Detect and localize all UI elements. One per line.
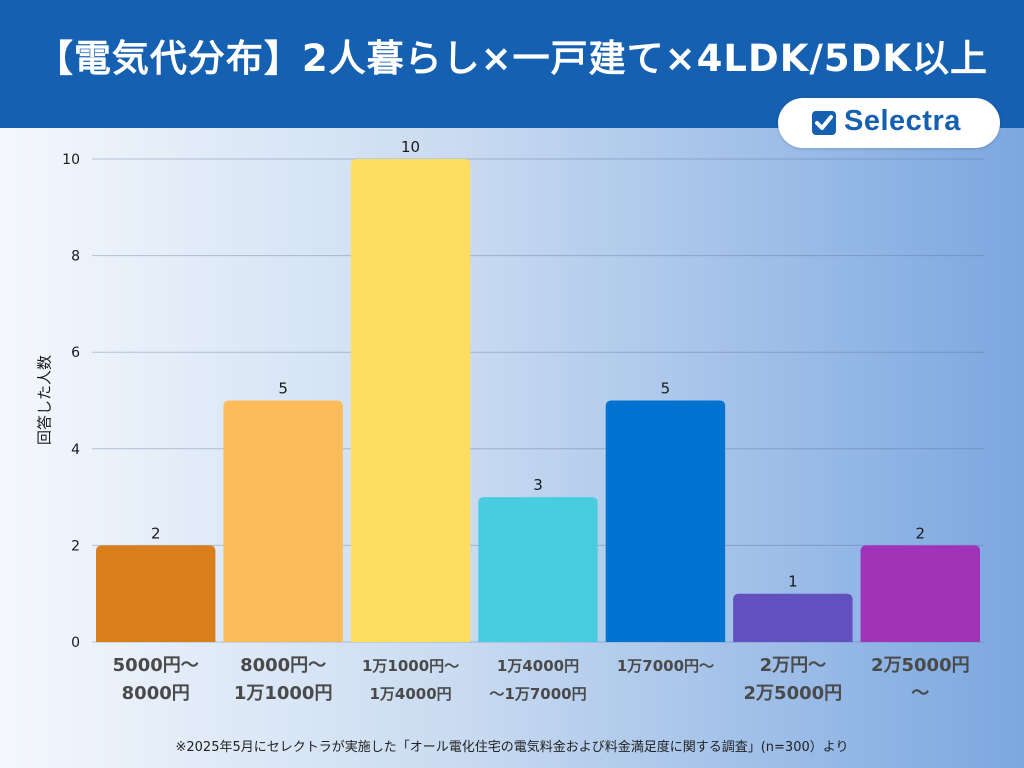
x-tick-label: 〜1万7000円 xyxy=(489,685,586,703)
x-tick-label: 〜 xyxy=(911,683,929,704)
x-tick-label: 8000円〜 xyxy=(240,655,326,676)
y-tick-label: 0 xyxy=(71,635,80,651)
data-label: 2 xyxy=(151,524,161,542)
y-tick-label: 8 xyxy=(71,249,80,265)
x-tick-label: 8000円 xyxy=(122,683,190,704)
x-tick-label: 1万4000円 xyxy=(369,685,451,703)
x-tick-label: 1万4000円 xyxy=(497,657,579,675)
x-tick-label: 2万5000円 xyxy=(871,655,970,676)
bar xyxy=(96,545,216,642)
y-tick-label: 10 xyxy=(62,152,80,168)
x-tick-label: 1万1000円 xyxy=(234,683,333,704)
footnote: ※2025年5月にセレクトラが実施した「オール電化住宅の電気料金および料金満足度… xyxy=(175,740,849,755)
y-tick-label: 6 xyxy=(71,345,80,361)
data-label: 2 xyxy=(916,524,926,542)
x-tick-label: 1万7000円〜 xyxy=(617,657,714,675)
data-label: 10 xyxy=(401,138,420,156)
x-tick-label: 2万5000円 xyxy=(744,683,843,704)
bar xyxy=(478,497,598,642)
bar xyxy=(350,159,471,642)
bar xyxy=(605,400,726,642)
bar xyxy=(733,593,853,642)
data-label: 5 xyxy=(278,380,288,398)
selectra-logo: Selectra xyxy=(778,98,1000,148)
data-label: 5 xyxy=(661,380,671,398)
bar xyxy=(860,545,980,642)
header-banner: 【電気代分布】2人暮らし×一戸建て×4LDK/5DK以上 xyxy=(0,0,1024,128)
checkbox-icon xyxy=(812,111,836,135)
chart-title: 【電気代分布】2人暮らし×一戸建て×4LDK/5DK以上 xyxy=(35,37,989,80)
y-tick-label: 4 xyxy=(71,442,80,458)
bar xyxy=(223,400,343,642)
data-label: 3 xyxy=(533,476,543,494)
data-label: 1 xyxy=(788,573,798,591)
logo-text: Selectra xyxy=(844,105,961,137)
y-tick-label: 2 xyxy=(71,538,80,554)
x-tick-label: 1万1000円〜 xyxy=(362,657,459,675)
x-tick-label: 5000円〜 xyxy=(113,655,199,676)
x-tick-label: 2万円〜 xyxy=(760,655,827,676)
